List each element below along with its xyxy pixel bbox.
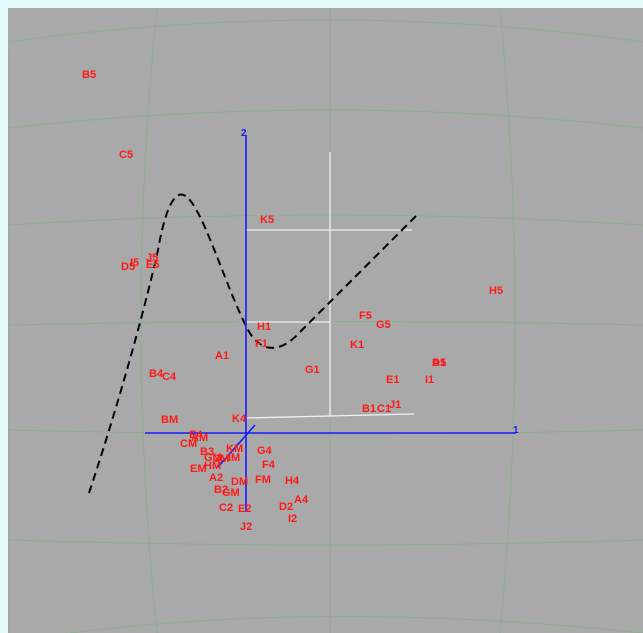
point-label-j1[interactable]: J1 (389, 399, 401, 411)
point-label-k1[interactable]: K1 (350, 339, 364, 351)
white-plane-lines (244, 152, 415, 419)
point-label-c5[interactable]: C5 (119, 149, 133, 161)
point-label-e2[interactable]: E2 (238, 503, 251, 515)
axis-3-line (217, 424, 256, 468)
point-label-a4[interactable]: A4 (294, 494, 309, 506)
point-label-h1[interactable]: H1 (257, 321, 271, 333)
axis-2-label: 2 (241, 128, 247, 139)
point-label-b1[interactable]: B1 (362, 403, 376, 415)
point-label-f4[interactable]: F4 (262, 459, 276, 471)
point-label-c1[interactable]: C1 (377, 403, 391, 415)
point-label-bm[interactable]: BM (161, 414, 178, 426)
point-label-h5[interactable]: H5 (489, 285, 503, 297)
grid-line (8, 19, 643, 43)
point-label-dm[interactable]: DM (231, 476, 248, 488)
point-label-e5[interactable]: E5 (146, 259, 159, 271)
grid-line (8, 429, 643, 435)
point-label-j5[interactable]: J5 (146, 252, 158, 264)
point-label-jm[interactable]: JM (214, 453, 229, 465)
point-label-k5[interactable]: K5 (260, 214, 274, 226)
3d-viewport[interactable]: 1 2 B5 C5 K5 I5 J5 D5 E5 H5 F5 G5 H1 F1 K1 A1 D1 A5 B4 C4… (8, 8, 643, 633)
point-label-g5[interactable]: G5 (376, 319, 391, 331)
point-label-em[interactable]: EM (190, 463, 207, 475)
point-label-hm[interactable]: HM (204, 460, 221, 472)
point-label-km[interactable]: KM (226, 443, 243, 455)
point-label-j2[interactable]: J2 (240, 521, 252, 533)
point-label-b3[interactable]: B3 (200, 446, 214, 458)
point-label-i2[interactable]: I2 (288, 513, 297, 525)
point-label-e1[interactable]: E1 (386, 374, 399, 386)
plane-line (329, 413, 415, 417)
axes: 1 2 (145, 128, 519, 512)
point-label-b4[interactable]: B4 (149, 368, 164, 380)
point-label-k4[interactable]: K4 (232, 413, 247, 425)
grid-line (499, 8, 516, 633)
point-label-f5[interactable]: F5 (359, 310, 372, 322)
point-label-b2[interactable]: B2 (214, 484, 228, 496)
point-label-cm[interactable]: CM (180, 438, 197, 450)
grid-line (140, 8, 158, 633)
grid-line (8, 109, 643, 129)
point-label-im[interactable]: IM (228, 452, 240, 464)
point-label-fm[interactable]: FM (255, 474, 271, 486)
grid-line (8, 214, 643, 226)
plane-line (244, 415, 331, 419)
point-label-d1[interactable]: D1 (432, 357, 446, 369)
point-label-f1[interactable]: F1 (255, 338, 268, 350)
point-label-gm[interactable]: GM (222, 487, 240, 499)
axis-1-label: 1 (513, 425, 519, 436)
point-label-b5[interactable]: B5 (82, 69, 96, 81)
point-label-am[interactable]: AM (191, 432, 208, 444)
point-label-e4[interactable]: E4 (189, 429, 203, 441)
grid-line (69, 616, 643, 633)
point-label-g1[interactable]: G1 (305, 364, 320, 376)
grid-line (8, 539, 643, 546)
point-label-a2[interactable]: A2 (209, 472, 223, 484)
point-label-h4[interactable]: H4 (285, 475, 300, 487)
point-label-g4[interactable]: G4 (257, 445, 273, 457)
point-label-a5[interactable]: A5 (432, 357, 446, 369)
point-label-d5[interactable]: D5 (121, 261, 135, 273)
point-label-i5[interactable]: I5 (130, 257, 139, 269)
perspective-grid (8, 8, 643, 633)
point-label-d2[interactable]: D2 (279, 501, 293, 513)
point-label-c4[interactable]: C4 (162, 371, 177, 383)
point-label-gm[interactable]: GM (204, 452, 222, 464)
point-label-c2[interactable]: C2 (219, 502, 233, 514)
point-label-i1[interactable]: I1 (425, 374, 434, 386)
dashed-curve (88, 193, 419, 494)
point-label-a1[interactable]: A1 (215, 350, 229, 362)
